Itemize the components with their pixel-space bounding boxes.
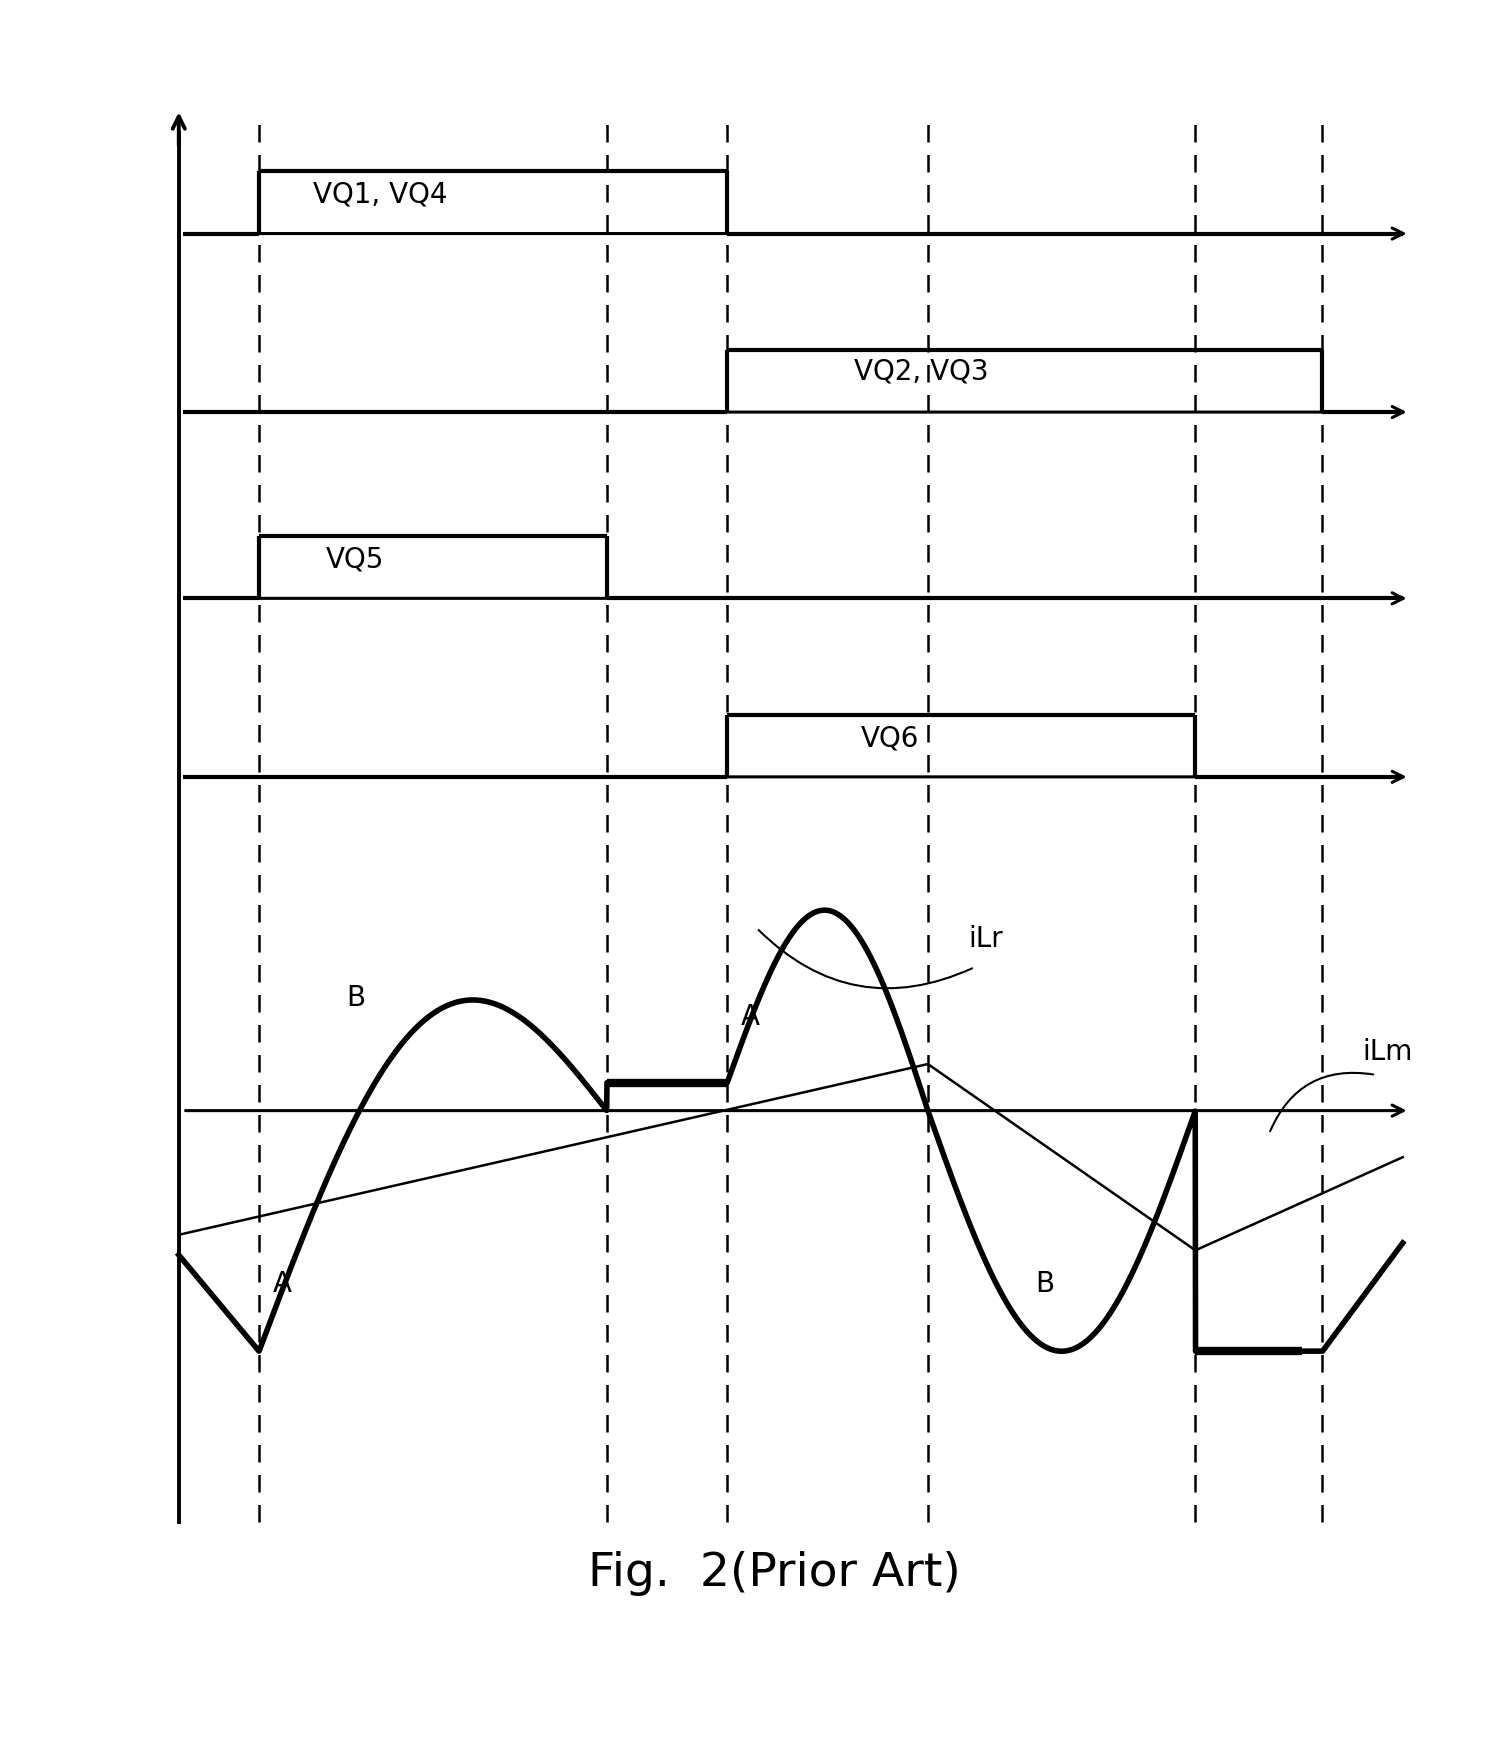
Text: VQ6: VQ6 xyxy=(861,723,920,751)
Text: A: A xyxy=(272,1270,292,1298)
Text: A: A xyxy=(741,1004,759,1032)
Text: VQ2, VQ3: VQ2, VQ3 xyxy=(854,358,989,386)
Text: iLr: iLr xyxy=(968,926,1003,953)
Text: B: B xyxy=(346,984,365,1011)
Text: VQ1, VQ4: VQ1, VQ4 xyxy=(313,180,446,208)
Text: Fig.  2(Prior Art): Fig. 2(Prior Art) xyxy=(588,1551,960,1596)
Text: iLm: iLm xyxy=(1363,1037,1413,1065)
Text: VQ5: VQ5 xyxy=(326,545,385,573)
Text: B: B xyxy=(1036,1270,1054,1298)
